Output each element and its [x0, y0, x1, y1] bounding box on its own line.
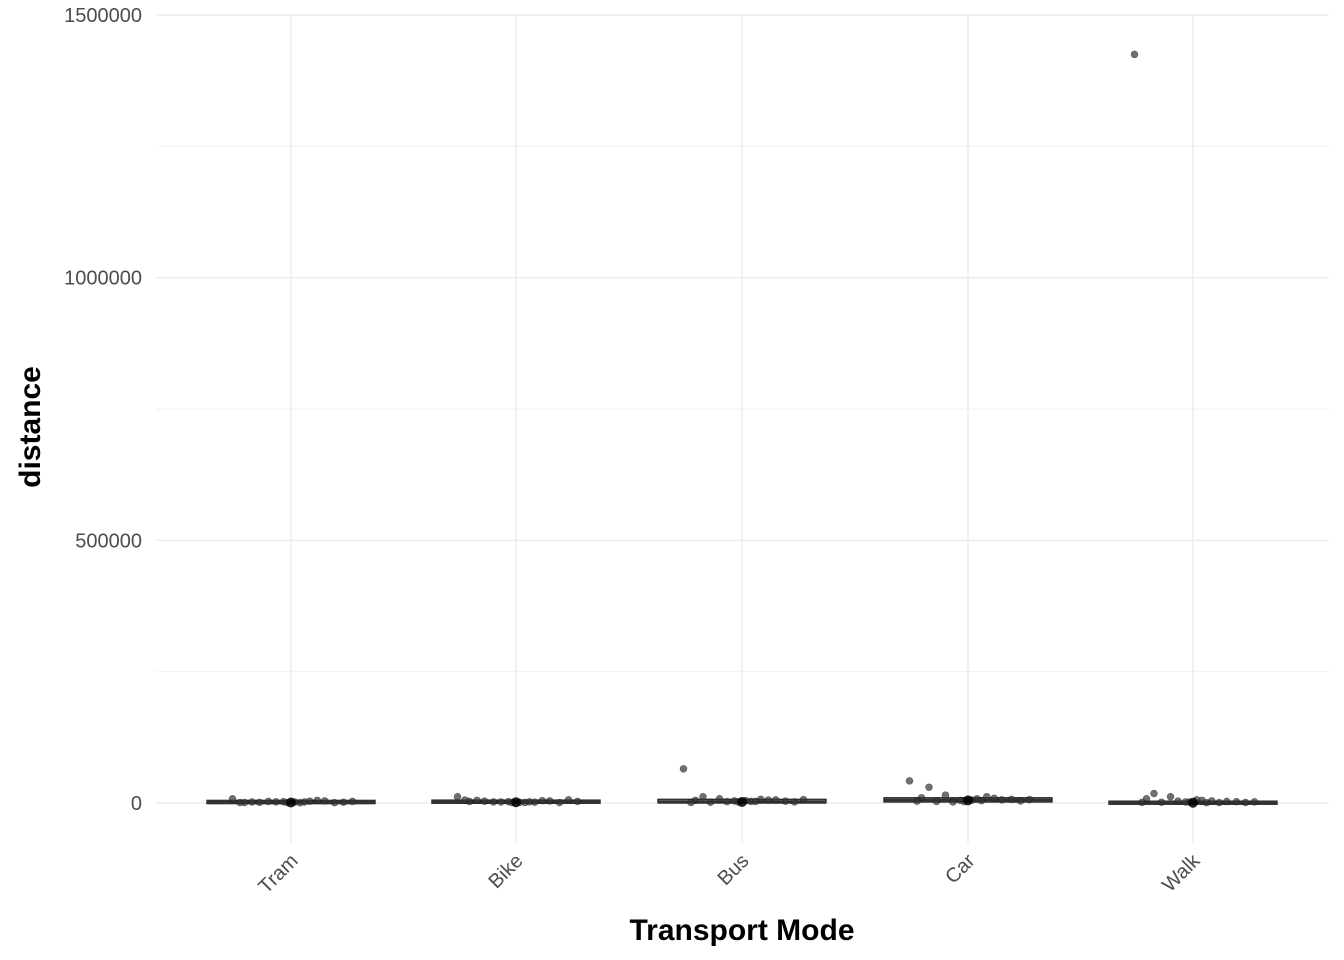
data-point [905, 777, 914, 785]
data-point [339, 798, 348, 807]
data-point [461, 796, 469, 804]
data-point [1166, 792, 1175, 801]
grid-lines [156, 14, 1329, 843]
data-point [348, 797, 357, 806]
data-point [480, 797, 489, 805]
data-point [1250, 798, 1259, 806]
y-tick-label: 1500000 [64, 5, 142, 27]
data-point [489, 798, 498, 806]
data-point [982, 792, 991, 801]
data-point [313, 796, 322, 805]
x-tick-label: Walk [1158, 849, 1205, 896]
data-point [473, 796, 481, 805]
data-point [715, 794, 724, 803]
data-point [525, 798, 534, 806]
data-point [932, 797, 941, 806]
data-point [990, 794, 999, 803]
data-point [699, 792, 707, 801]
x-tick-label: Bike [484, 850, 527, 893]
data-point [751, 797, 760, 806]
data-point [799, 795, 808, 804]
data-point [272, 798, 280, 806]
data-point [497, 798, 505, 806]
data-point [545, 797, 554, 805]
dense-point-cluster [1188, 797, 1198, 808]
data-point [1150, 789, 1158, 798]
data-point [300, 798, 309, 806]
data-point [255, 798, 264, 807]
data-point [1202, 798, 1211, 807]
data-point [723, 797, 731, 806]
y-tick-label: 0 [131, 793, 142, 815]
dense-point-cluster [737, 796, 747, 807]
data-point [564, 796, 573, 804]
data-point [538, 796, 547, 805]
data-point [781, 797, 790, 805]
data-point [1016, 797, 1025, 805]
data-point [771, 796, 780, 804]
data-point [790, 798, 799, 806]
data-point [1130, 50, 1139, 59]
data-point [1174, 797, 1182, 805]
data-point [1138, 798, 1146, 807]
data-point [573, 797, 582, 806]
x-tick-label: Bus [714, 850, 754, 890]
data-point [1215, 798, 1224, 807]
x-axis-title: Transport Mode [629, 914, 854, 947]
data-point [977, 796, 986, 805]
data-point [320, 797, 329, 805]
y-axis-ticks: 0 500000 1000000 1500000 [64, 5, 142, 815]
data-point [949, 798, 957, 806]
data-point [925, 783, 933, 792]
data-point [1025, 795, 1034, 804]
data-point [764, 796, 773, 804]
y-tick-label: 500000 [75, 530, 142, 552]
dense-point-cluster [963, 795, 973, 806]
data-point [1222, 797, 1231, 806]
x-tick-label: Tram [255, 850, 303, 898]
data-point [997, 796, 1006, 804]
data-points [228, 50, 1259, 808]
data-point [228, 794, 237, 803]
data-point [913, 797, 921, 805]
data-point [941, 791, 950, 799]
data-point [687, 798, 695, 807]
x-axis-ticks: Tram Bike Bus Car Walk [255, 849, 1206, 898]
data-point [555, 798, 564, 807]
x-tick-label: Car [941, 850, 980, 889]
dense-point-cluster [511, 797, 521, 808]
y-axis-title: distance [14, 366, 47, 488]
data-point [264, 797, 273, 806]
dense-point-cluster [286, 797, 296, 808]
data-point [679, 765, 688, 773]
data-point [330, 798, 339, 807]
data-point [453, 792, 462, 801]
y-tick-label: 1000000 [64, 268, 142, 290]
data-point [1232, 797, 1241, 806]
data-point [1007, 795, 1016, 804]
data-point [248, 798, 256, 806]
data-point [236, 798, 244, 807]
data-point [1241, 798, 1250, 807]
data-point [706, 798, 715, 807]
data-point [1157, 798, 1166, 807]
